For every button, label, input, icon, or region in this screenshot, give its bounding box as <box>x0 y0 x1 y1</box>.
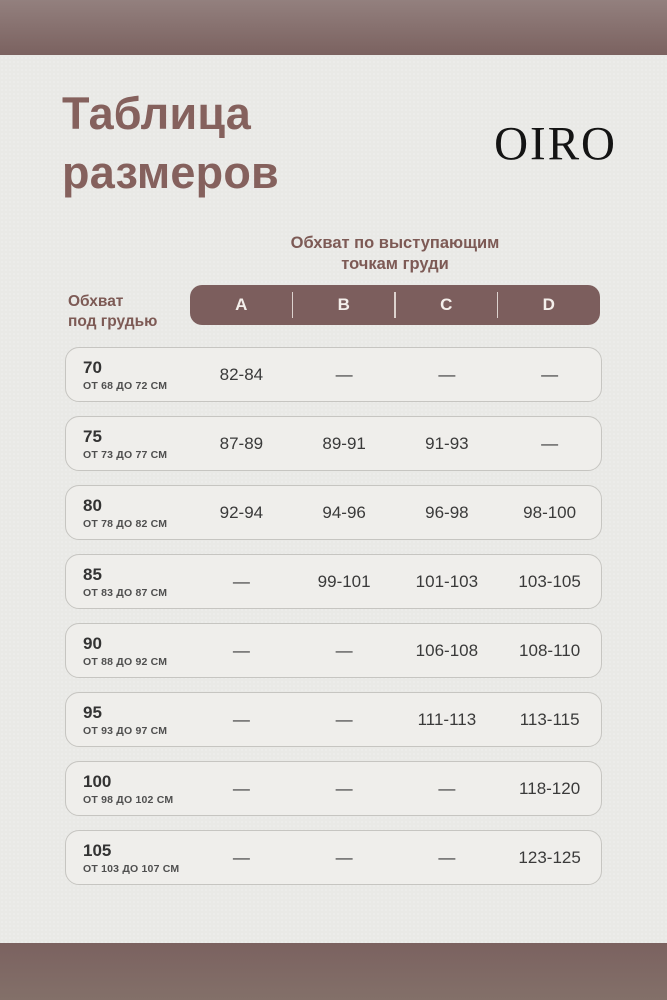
brand-logo: OIRO <box>494 117 617 171</box>
cell-empty: — <box>232 640 250 660</box>
underbust-range: ОТ 103 ДО 107 СМ <box>83 862 180 875</box>
size-value: 75 <box>83 426 102 446</box>
top-accent-bar <box>0 0 667 55</box>
cell-empty: — <box>232 847 250 867</box>
cell-bust-range: 82-84 <box>219 364 264 384</box>
size-value: 100 <box>83 771 112 791</box>
cell-empty: — <box>335 364 353 384</box>
cell-bust-range: 101-103 <box>415 571 479 591</box>
underbust-range: ОТ 68 ДО 72 СМ <box>83 379 168 392</box>
cell-bust-range: 123-125 <box>518 847 581 867</box>
bust-measurement-header: Обхват по выступающим точкам груди <box>290 234 500 273</box>
cell-empty: — <box>438 778 456 798</box>
size-value: 105 <box>83 840 112 860</box>
table-row: 75 ОТ 73 ДО 77 СМ 87-89 89-91 91-93 — <box>65 416 602 471</box>
cell-bust-range: 108-110 <box>519 640 581 660</box>
size-label-group: 90 ОТ 88 ДО 92 СМ <box>66 634 190 668</box>
cell-bust-range: 113-115 <box>519 709 580 729</box>
underbust-range: ОТ 83 ДО 87 СМ <box>83 586 168 599</box>
table-row: 90 ОТ 88 ДО 92 СМ — — 106-108 108-110 <box>65 623 602 678</box>
size-label-group: 85 ОТ 83 ДО 87 СМ <box>66 565 190 599</box>
size-label-group: 70 ОТ 68 ДО 72 СМ <box>66 358 190 392</box>
size-label-group: 105 ОТ 103 ДО 107 СМ <box>66 841 190 875</box>
size-label-group: 75 ОТ 73 ДО 77 СМ <box>66 427 190 461</box>
column-header-c: C <box>394 285 498 325</box>
table-row: 70 ОТ 68 ДО 72 СМ 82-84 — — — <box>65 347 602 402</box>
cell-bust-range: 99-101 <box>317 571 371 591</box>
cell-bust-range: 92-94 <box>219 502 264 522</box>
column-header-b: B <box>291 285 396 325</box>
cell-empty: — <box>541 364 559 384</box>
cell-empty: — <box>232 571 250 591</box>
cell-bust-range: 94-96 <box>322 502 366 522</box>
cell-empty: — <box>232 778 250 798</box>
size-value: 90 <box>83 633 102 653</box>
cell-bust-range: 111-113 <box>417 709 477 729</box>
cell-bust-range: 106-108 <box>415 640 479 660</box>
bottom-accent-bar <box>0 943 667 1000</box>
cell-bust-range: 103-105 <box>518 571 581 591</box>
size-value: 85 <box>83 564 102 584</box>
cell-empty: — <box>232 709 250 729</box>
underbust-measurement-header: Обхват под грудью <box>68 293 158 330</box>
underbust-range: ОТ 98 ДО 102 СМ <box>83 793 174 806</box>
cell-bust-range: 98-100 <box>523 502 577 522</box>
table-row: 85 ОТ 83 ДО 87 СМ — 99-101 101-103 103-105 <box>65 554 602 609</box>
cell-bust-range: 96-98 <box>425 502 469 522</box>
cell-empty: — <box>541 433 559 453</box>
cell-bust-range: 91-93 <box>425 433 469 453</box>
size-value: 95 <box>83 702 102 722</box>
underbust-range: ОТ 88 ДО 92 СМ <box>83 655 168 668</box>
underbust-range: ОТ 93 ДО 97 СМ <box>83 724 168 737</box>
cell-empty: — <box>438 847 456 867</box>
cell-empty: — <box>335 640 353 660</box>
cell-empty: — <box>335 847 353 867</box>
size-table: 70 ОТ 68 ДО 72 СМ 82-84 — — — 75 ОТ 73 ДО 7… <box>65 347 602 885</box>
cell-empty: — <box>335 778 353 798</box>
underbust-range: ОТ 78 ДО 82 СМ <box>83 517 168 530</box>
cell-bust-range: 89-91 <box>322 433 366 453</box>
size-label-group: 95 ОТ 93 ДО 97 СМ <box>66 703 190 737</box>
column-header-d: D <box>496 285 601 325</box>
size-label-group: 80 ОТ 78 ДО 82 СМ <box>66 496 190 530</box>
cell-bust-range: 87-89 <box>219 433 264 453</box>
table-row: 105 ОТ 103 ДО 107 СМ — — — 123-125 <box>65 830 602 885</box>
column-header-a: A <box>235 295 248 314</box>
table-row: 95 ОТ 93 ДО 97 СМ — — 111-113 113-115 <box>65 692 602 747</box>
size-label-group: 100 ОТ 98 ДО 102 СМ <box>66 772 190 806</box>
size-value: 70 <box>83 357 102 377</box>
underbust-range: ОТ 73 ДО 77 СМ <box>83 448 168 461</box>
cell-empty: — <box>335 709 353 729</box>
table-row: 80 ОТ 78 ДО 82 СМ 92-94 94-96 96-98 98-100 <box>65 485 602 540</box>
cell-empty: — <box>438 364 456 384</box>
table-row: 100 ОТ 98 ДО 102 СМ — — — 118-120 <box>65 761 602 816</box>
cell-bust-range: 118-120 <box>519 778 581 798</box>
page-title: Таблица размеров <box>62 88 279 198</box>
size-value: 80 <box>83 495 102 515</box>
